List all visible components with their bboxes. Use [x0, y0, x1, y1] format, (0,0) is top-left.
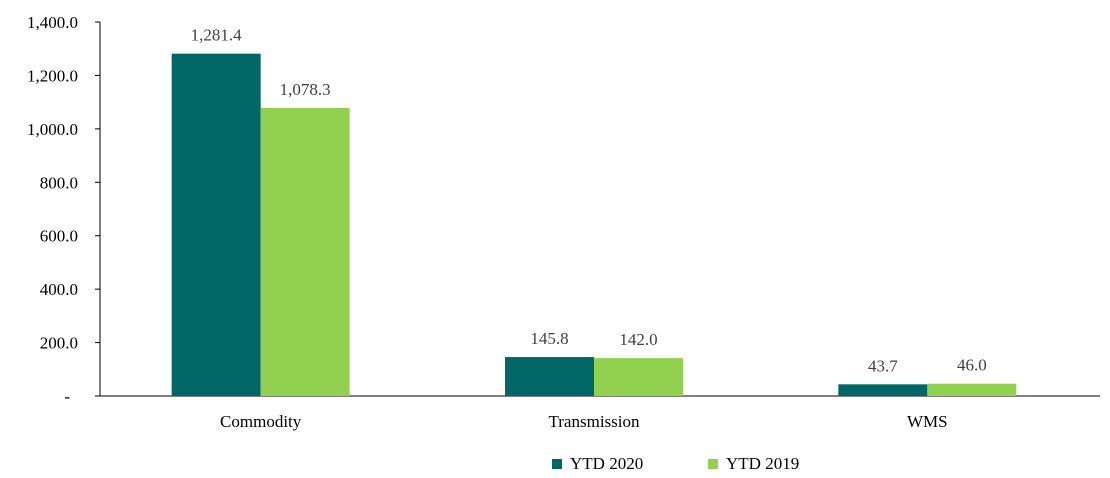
bar-ytd-2019-commodity [260, 107, 350, 397]
y-tick-label: 600.0 [40, 227, 78, 246]
data-label: 1,281.4 [191, 26, 243, 45]
x-tick-label: WMS [907, 412, 948, 431]
data-label: 46.0 [957, 356, 987, 375]
bar-ytd-2019-wms [927, 383, 1017, 396]
y-tick-label: 1,200.0 [27, 66, 78, 85]
bar-ytd-2019-transmission [594, 358, 683, 396]
data-label: 142.0 [619, 330, 657, 349]
data-label: 1,078.3 [280, 80, 331, 99]
legend-swatch-ytd-2020 [552, 459, 562, 469]
y-tick-label: 400.0 [40, 280, 78, 299]
x-tick-label: Commodity [220, 412, 302, 431]
legend-label: YTD 2019 [726, 454, 799, 473]
bar-ytd-2020-wms [838, 384, 928, 396]
bar-ytd-2020-commodity [171, 53, 261, 397]
bar-ytd-2020-transmission [505, 357, 594, 396]
data-label: 145.8 [530, 329, 568, 348]
y-tick-label: 1,400.0 [27, 13, 78, 32]
y-tick-label: 800.0 [40, 173, 78, 192]
data-label: 43.7 [868, 356, 898, 375]
y-tick-label: 200.0 [40, 334, 78, 353]
legend-label: YTD 2020 [570, 454, 643, 473]
y-tick-label: - [64, 387, 70, 406]
legend-swatch-ytd-2019 [708, 459, 718, 469]
x-tick-label: Transmission [548, 412, 640, 431]
y-tick-label: 1,000.0 [27, 120, 78, 139]
